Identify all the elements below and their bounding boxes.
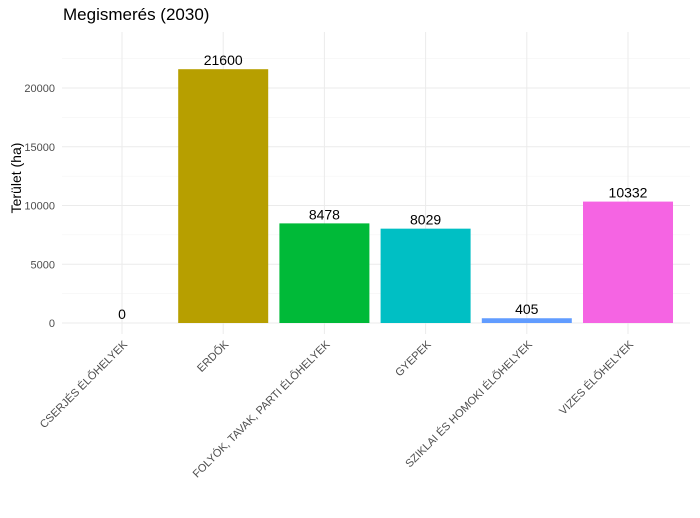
x-tick-label: VIZES ÉLŐHELYEK bbox=[556, 337, 637, 418]
bar-value-label: 21600 bbox=[204, 52, 243, 68]
x-tick-label: CSERJÉS ÉLŐHELYEK bbox=[36, 337, 130, 431]
bar-value-label: 0 bbox=[118, 306, 126, 322]
y-tick-label: 15000 bbox=[24, 142, 55, 154]
y-tick-label: 0 bbox=[49, 318, 55, 330]
x-tick-label: GYEPEK bbox=[393, 338, 434, 379]
bar bbox=[583, 201, 673, 323]
bar-value-label: 405 bbox=[515, 301, 539, 317]
chart-title: Megismerés (2030) bbox=[63, 5, 210, 24]
bar bbox=[380, 228, 471, 323]
y-tick-label: 20000 bbox=[24, 83, 55, 95]
x-tick-label: ERDŐK bbox=[194, 337, 232, 375]
y-tick-label: 10000 bbox=[24, 201, 55, 213]
y-tick-label: 5000 bbox=[31, 259, 55, 271]
y-axis-ticks: 0 5000 10000 15000 20000 bbox=[24, 83, 55, 330]
bar bbox=[481, 318, 572, 323]
y-axis-title: Terület (ha) bbox=[8, 143, 24, 214]
bar-value-label: 8478 bbox=[309, 206, 340, 222]
bar-value-label: 8029 bbox=[410, 212, 441, 228]
bars bbox=[178, 69, 673, 323]
bar-value-label: 10332 bbox=[609, 185, 648, 201]
data-labels: 0 21600 8478 8029 405 10332 bbox=[118, 52, 648, 322]
bar bbox=[178, 69, 269, 323]
bar bbox=[279, 223, 370, 323]
